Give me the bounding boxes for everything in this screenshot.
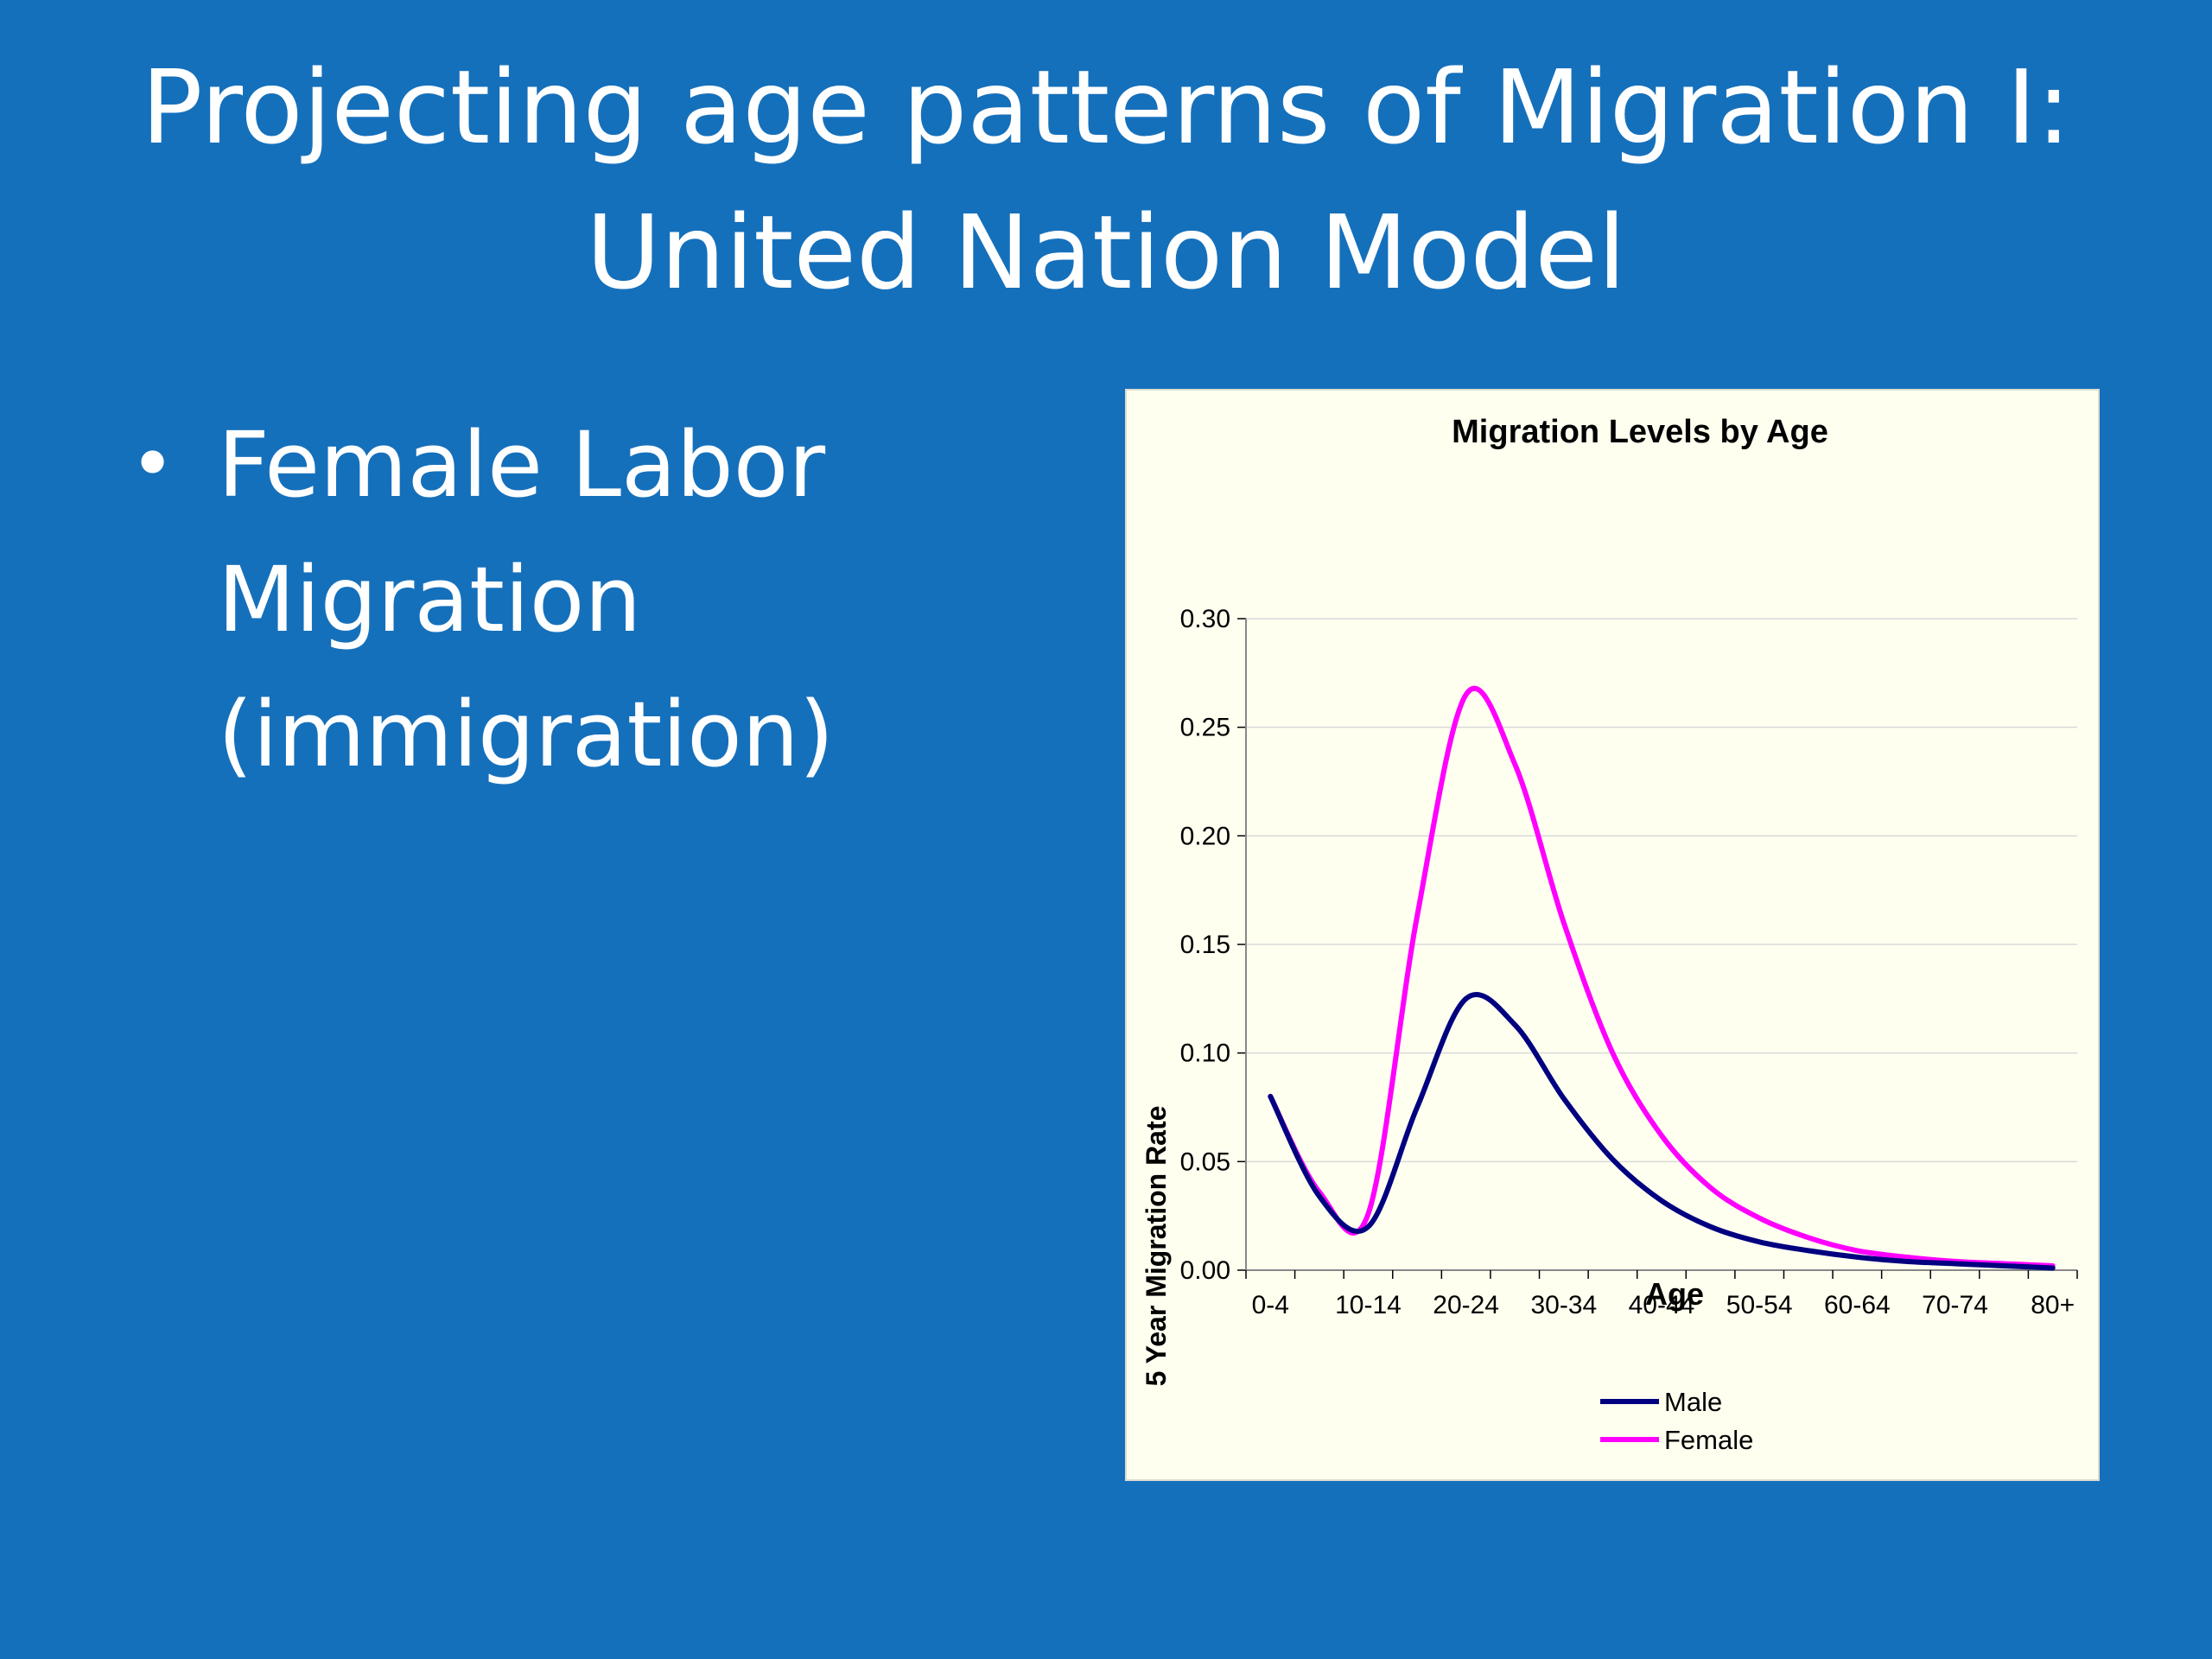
- y-tick-label: 0.30: [1180, 605, 1230, 633]
- x-tick-label: 20-24: [1433, 1291, 1499, 1319]
- slide-title-line-2: United Nation Model: [586, 193, 1626, 312]
- y-tick-label: 0.20: [1180, 822, 1230, 850]
- bullet-line-1: Female Labor: [218, 412, 826, 518]
- gridlines: [1246, 618, 2077, 1163]
- slide-title-line-1: Projecting age patterns of Migration I:: [141, 48, 2071, 167]
- y-tick-label: 0.15: [1180, 931, 1230, 959]
- x-tick-label: 50-54: [1726, 1291, 1793, 1319]
- x-axis-title: Age: [1645, 1276, 1704, 1312]
- axes: 0.30 0.25 0.20 0.15 0.10 0.05 0.00 0-4 10-14 20-2…: [1180, 605, 2078, 1319]
- bullet-dot-icon: •: [130, 419, 176, 510]
- x-tick-label: 80+: [2031, 1291, 2075, 1319]
- series-line-female: [1268, 685, 2056, 1268]
- chart-svg: Migration Levels by Age 0.30 0.25 0.20 0.15…: [1141, 414, 2078, 1455]
- chart-title: Migration Levels by Age: [1452, 414, 1828, 450]
- x-tick-label: 30-34: [1530, 1291, 1597, 1319]
- legend: Male Female: [1600, 1387, 1753, 1455]
- bullet-item: Female Labor Migration (immigration): [218, 397, 978, 802]
- y-tick-label: 0.25: [1180, 714, 1230, 742]
- slide-title: Projecting age patterns of Migration I: …: [52, 35, 2160, 325]
- y-tick-label: 0.10: [1180, 1039, 1230, 1068]
- y-axis-title: 5 Year Migration Rate: [1141, 1106, 1172, 1387]
- legend-label-female: Female: [1664, 1425, 1753, 1455]
- x-tick-label: 0-4: [1252, 1291, 1289, 1319]
- migration-chart: Migration Levels by Age 0.30 0.25 0.20 0.15…: [1125, 389, 2100, 1481]
- x-tick-label: 40-44: [1629, 1291, 1695, 1319]
- x-tick-label: 70-74: [1922, 1291, 1988, 1319]
- bullet-line-3: (immigration): [218, 682, 835, 787]
- x-tick-label: 10-14: [1335, 1291, 1402, 1319]
- series-line-male: [1268, 992, 2056, 1271]
- legend-label-male: Male: [1664, 1387, 1722, 1417]
- y-tick-label: 0.05: [1180, 1147, 1230, 1176]
- y-tick-label: 0.00: [1180, 1256, 1230, 1285]
- series-lines: [1268, 685, 2056, 1271]
- bullet-line-2: Migration: [218, 547, 642, 652]
- x-tick-label: 60-64: [1824, 1291, 1891, 1319]
